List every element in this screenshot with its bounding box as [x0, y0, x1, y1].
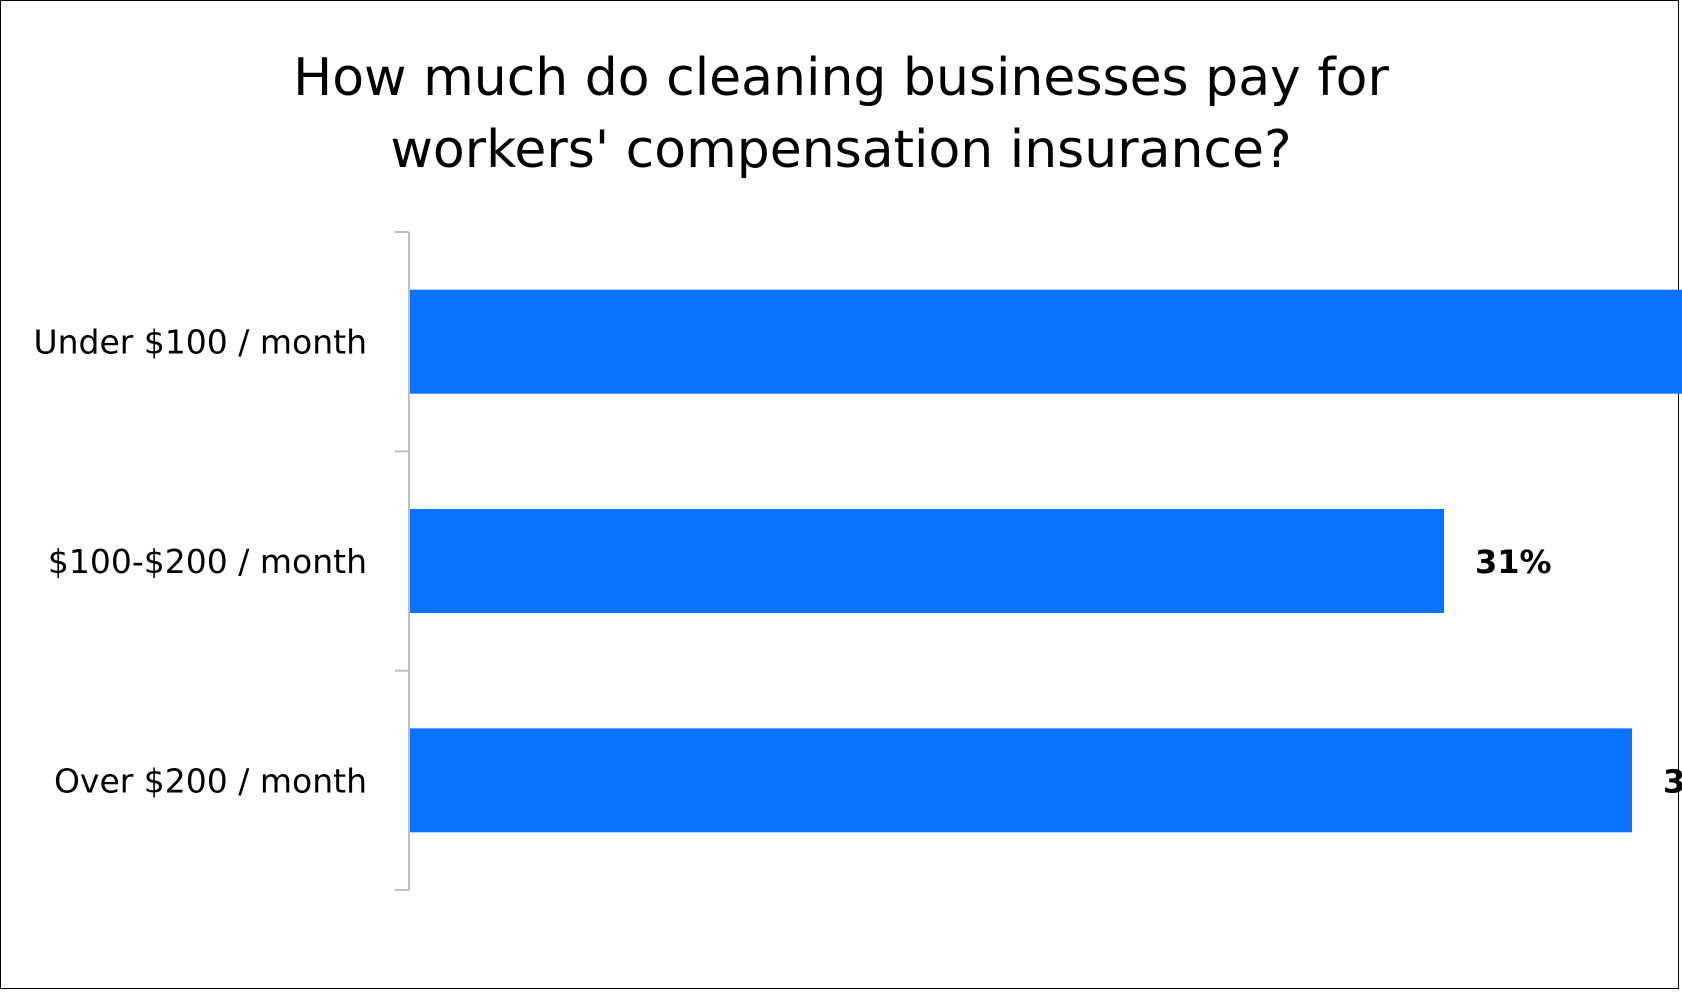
category-labels: Under $100 / month $100-$200 / month Over … — [33, 323, 367, 801]
value-label: 33% — [1663, 762, 1682, 800]
bar — [410, 728, 1632, 833]
bar — [410, 509, 1444, 613]
value-labels: 36%31%33% — [1475, 543, 1682, 800]
chart-title: How much do cleaning businesses pay for … — [0, 42, 1682, 186]
category-label: $100-$200 / month — [48, 542, 367, 581]
bar — [410, 289, 1682, 394]
value-label: 31% — [1475, 543, 1552, 581]
category-label: Under $100 / month — [33, 323, 367, 362]
chart-title-line-2: workers' compensation insurance? — [390, 120, 1292, 180]
category-label: Over $200 / month — [54, 761, 367, 800]
chart-title-line-1: How much do cleaning businesses pay for — [293, 48, 1389, 108]
y-axis — [395, 231, 410, 891]
bars — [410, 289, 1682, 833]
